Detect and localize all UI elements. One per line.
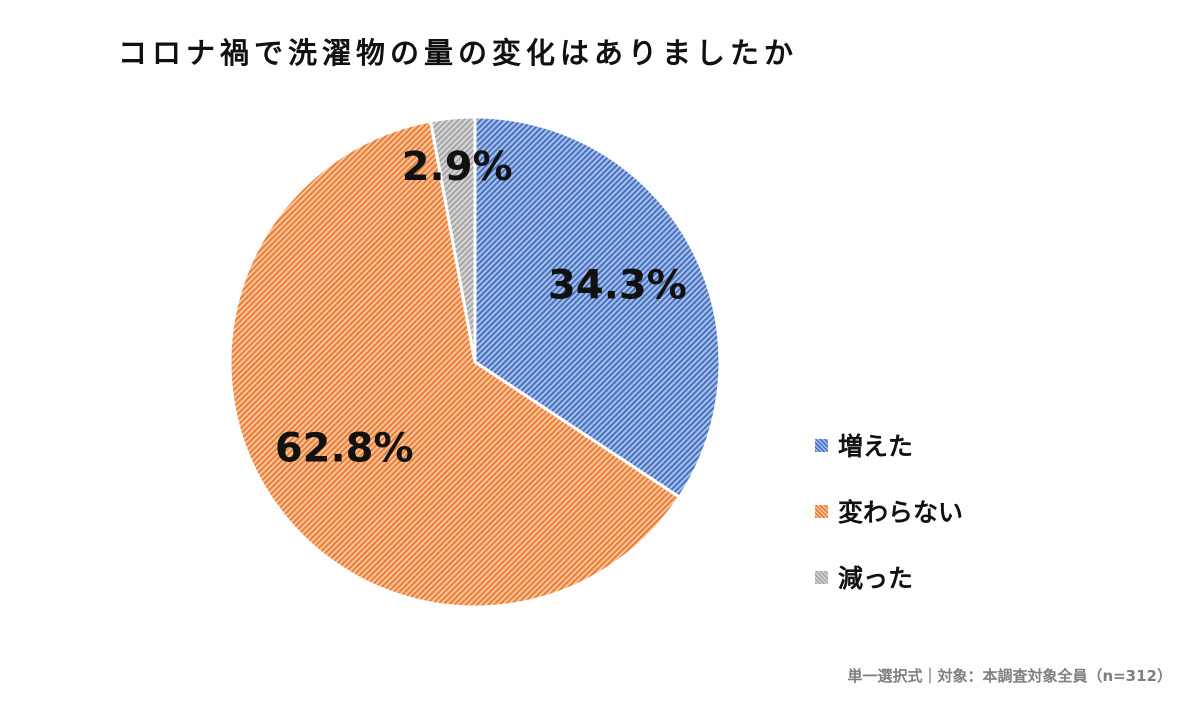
chart-title: コロナ禍で洗濯物の量の変化はありましたか xyxy=(118,36,799,70)
legend-swatch-unchanged xyxy=(815,504,828,518)
pie-slices xyxy=(228,115,722,609)
legend-item-increased: 増えた xyxy=(815,412,1055,478)
pie-slice-decreased xyxy=(429,115,477,364)
pie-data-labels: 34.3% 62.8% 2.9% xyxy=(275,144,687,472)
legend-label-decreased: 減った xyxy=(838,564,914,593)
legend-label-increased: 増えた xyxy=(838,432,914,461)
data-label-unchanged: 62.8% xyxy=(275,425,414,471)
legend-item-unchanged: 変わらない xyxy=(815,478,1055,544)
legend-item-decreased: 減った xyxy=(815,544,1055,610)
legend-swatch-decreased xyxy=(815,570,828,584)
legend-swatch-increased xyxy=(815,438,828,452)
survey-footnote: 単一選択式｜対象：本調査対象全員（n=312） xyxy=(847,667,1172,685)
data-label-increased: 34.3% xyxy=(548,262,687,308)
pie-slice-unchanged xyxy=(228,119,681,609)
legend-label-unchanged: 変わらない xyxy=(838,498,964,527)
legend: 増えた 変わらない 減った xyxy=(815,412,1055,610)
data-label-decreased: 2.9% xyxy=(402,144,513,190)
